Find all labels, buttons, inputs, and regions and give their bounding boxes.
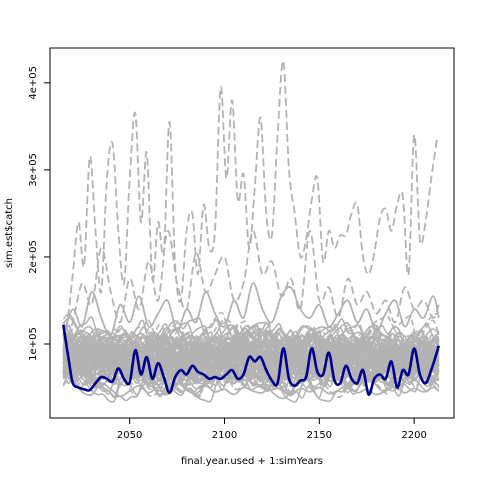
simulation-line [62, 330, 440, 396]
simulation-line [62, 319, 440, 392]
simulation-line [62, 229, 440, 349]
simulation-line [62, 60, 438, 353]
simulation-lines [62, 60, 440, 403]
x-tick-label: 2200 [401, 430, 426, 441]
x-tick-label: 2050 [117, 430, 142, 441]
plot-frame [49, 47, 455, 419]
simulation-line [63, 327, 440, 380]
y-tick-label: 3e+05 [28, 153, 39, 187]
y-axis-title: sim.est$catch [4, 198, 15, 268]
x-axis: 2050 2100 2150 2200 [117, 418, 427, 441]
y-tick-label: 4e+05 [28, 66, 39, 100]
highlight-series-line [62, 324, 441, 396]
x-tick-label: 2150 [307, 430, 332, 441]
simulation-line [62, 282, 440, 337]
y-tick-label: 2e+05 [28, 240, 39, 274]
simulation-line [62, 360, 440, 398]
y-tick-label: 1e+05 [28, 327, 39, 361]
x-axis-title: final.year.used + 1:simYears [181, 456, 323, 467]
highlighted-series [62, 324, 441, 396]
simulation-line [62, 329, 440, 393]
y-axis: 1e+05 2e+05 3e+05 4e+05 [28, 66, 50, 361]
simulation-line [62, 323, 440, 380]
simulation-line [62, 314, 440, 389]
x-tick-label: 2100 [212, 430, 237, 441]
